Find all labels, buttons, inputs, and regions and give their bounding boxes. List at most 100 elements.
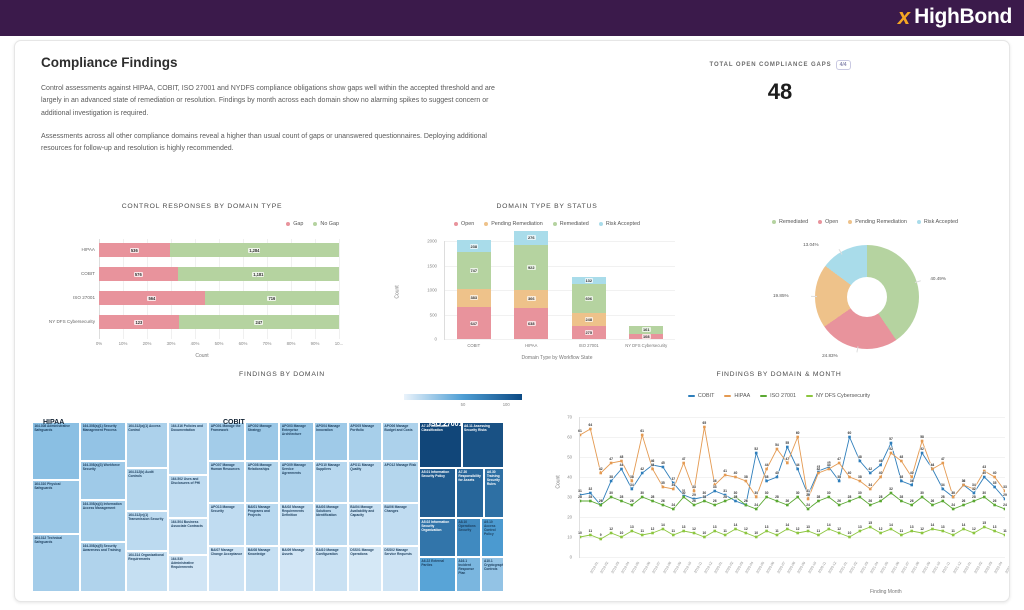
data-point-marker[interactable] — [817, 471, 820, 475]
data-point-marker[interactable] — [661, 485, 665, 489]
data-point-marker[interactable] — [951, 495, 955, 499]
data-point-marker[interactable] — [920, 495, 924, 499]
bar-segment[interactable]: 123 — [99, 315, 179, 329]
treemap-cell[interactable]: 164.308(a)(3) Workforce Security — [80, 461, 126, 500]
treemap-cell[interactable]: 164.502 Uses and Disclosures of PHI — [168, 475, 209, 518]
data-point-marker[interactable] — [837, 503, 841, 507]
treemap-cell[interactable]: A6.30 Training Security Rules — [484, 468, 505, 518]
treemap-cell[interactable]: BAI03 Manage Solutions Identification — [313, 503, 348, 546]
data-point-marker[interactable] — [910, 503, 914, 507]
treemap-cell[interactable]: 164.308 Administrative Safeguards — [31, 422, 81, 481]
data-point-marker[interactable] — [620, 467, 623, 471]
treemap-cell[interactable]: APO03 Manage Enterprise Architecture — [279, 422, 314, 461]
data-point-marker[interactable] — [941, 499, 945, 503]
data-point-marker[interactable] — [640, 495, 644, 499]
bar-column[interactable]: 238 747 383 647 — [456, 240, 491, 339]
treemap-cell[interactable]: A6.22 External Parties — [418, 556, 456, 592]
treemap-cell[interactable]: BAI07 Manage Change Acceptance — [208, 545, 246, 592]
treemap-cell[interactable]: 164.312 Technical Safeguards — [31, 533, 81, 592]
data-point-marker[interactable] — [692, 503, 696, 507]
treemap-cell[interactable]: 164.314 Organizational Requirements — [125, 551, 169, 592]
data-point-marker[interactable] — [931, 467, 934, 471]
data-point-marker[interactable] — [765, 529, 768, 533]
treemap-cell[interactable]: A5.01 Information Security Policy — [418, 468, 456, 518]
bar-segment[interactable]: 161 — [629, 325, 664, 334]
treemap-cell[interactable]: A7.20 Responsibility for Assets — [455, 468, 485, 518]
data-point-marker[interactable] — [651, 467, 654, 471]
data-point-marker[interactable] — [640, 533, 644, 537]
data-point-marker[interactable] — [775, 499, 779, 503]
legend-item[interactable]: COBIT — [687, 393, 714, 399]
data-point-marker[interactable] — [692, 489, 696, 493]
data-point-marker[interactable] — [993, 475, 996, 479]
data-point-marker[interactable] — [993, 485, 996, 489]
data-point-marker[interactable] — [972, 531, 976, 535]
treemap-cell[interactable]: APO05 Manage Portfolio — [347, 422, 382, 461]
data-point-marker[interactable] — [806, 497, 810, 501]
bar-segment[interactable]: 238 — [456, 240, 491, 252]
data-point-marker[interactable] — [765, 495, 768, 499]
treemap-cell[interactable]: APO02 Manage Strategy — [245, 422, 280, 461]
data-point-marker[interactable] — [982, 475, 986, 479]
data-point-marker[interactable] — [920, 531, 924, 535]
bar-segment[interactable]: 638 — [514, 307, 549, 339]
bar-segment[interactable]: 647 — [456, 307, 491, 339]
legend-item[interactable]: NY DFS Cybersecurity — [805, 393, 870, 399]
data-point-marker[interactable] — [786, 461, 789, 465]
data-point-marker[interactable] — [806, 507, 810, 511]
data-point-marker[interactable] — [858, 459, 862, 463]
data-point-marker[interactable] — [900, 499, 903, 503]
data-point-marker[interactable] — [858, 495, 862, 499]
data-point-marker[interactable] — [630, 529, 634, 533]
bar-segment[interactable]: 536 — [99, 243, 170, 257]
data-point-marker[interactable] — [661, 527, 665, 531]
data-point-marker[interactable] — [786, 503, 789, 507]
bar-segment[interactable]: 606 — [571, 283, 606, 314]
bar-segment[interactable]: 132 — [571, 277, 606, 284]
treemap-cell[interactable]: APO07 Manage Human Resources — [208, 461, 246, 504]
treemap-cell[interactable]: 164.316 Policies and Documentation — [168, 422, 209, 476]
data-point-marker[interactable] — [827, 465, 831, 469]
data-point-marker[interactable] — [900, 479, 903, 483]
data-point-marker[interactable] — [775, 475, 779, 479]
legend-item[interactable]: Remediated — [552, 221, 589, 227]
treemap-cell[interactable]: APO06 Manage Budget and Costs — [381, 422, 419, 461]
treemap-cell[interactable]: 164.310 Physical Safeguards — [31, 480, 81, 534]
data-point-marker[interactable] — [879, 499, 882, 503]
data-point-marker[interactable] — [786, 527, 789, 531]
treemap-cell[interactable]: BAI10 Manage Configuration — [313, 545, 348, 592]
data-point-marker[interactable] — [692, 531, 696, 535]
bar-segment[interactable]: 366 — [514, 289, 549, 308]
data-point-marker[interactable] — [796, 467, 799, 471]
data-point-marker[interactable] — [879, 463, 882, 467]
data-point-marker[interactable] — [817, 533, 820, 537]
data-point-marker[interactable] — [580, 433, 582, 437]
data-point-marker[interactable] — [879, 531, 882, 535]
data-point-marker[interactable] — [1003, 489, 1005, 493]
data-point-marker[interactable] — [765, 467, 768, 471]
data-point-marker[interactable] — [889, 491, 893, 495]
bar-segment[interactable]: 108 — [629, 333, 664, 339]
bar-segment[interactable]: 248 — [571, 313, 606, 326]
treemap-cell[interactable]: APO01 Manage the Framework — [208, 422, 246, 461]
treemap-cell[interactable]: APO04 Manage Innovation — [313, 422, 348, 461]
data-point-marker[interactable] — [580, 535, 582, 539]
treemap-cell[interactable]: 164.530 Administrative Requirements — [168, 554, 209, 592]
data-point-marker[interactable] — [754, 495, 758, 499]
data-point-marker[interactable] — [765, 479, 768, 483]
treemap-cell[interactable]: A7.10 Information Classification — [418, 422, 462, 469]
data-point-marker[interactable] — [848, 435, 851, 439]
data-point-marker[interactable] — [837, 461, 841, 465]
data-point-marker[interactable] — [951, 533, 955, 537]
data-point-marker[interactable] — [620, 459, 623, 463]
treemap-cell[interactable]: 164.308(a)(5) Security Awareness and Tra… — [80, 542, 126, 592]
bar-segment[interactable]: 747 — [456, 251, 491, 289]
data-point-marker[interactable] — [868, 503, 872, 507]
data-point-marker[interactable] — [630, 487, 634, 491]
treemap-cell[interactable]: 164.504 Business Associate Contracts — [168, 517, 209, 555]
data-point-marker[interactable] — [920, 451, 924, 455]
data-point-marker[interactable] — [744, 503, 748, 507]
data-point-marker[interactable] — [609, 479, 613, 483]
treemap-cell[interactable]: DSS02 Manage Service Requests — [381, 545, 419, 592]
bar-segment[interactable]: 1,284 — [169, 243, 339, 257]
